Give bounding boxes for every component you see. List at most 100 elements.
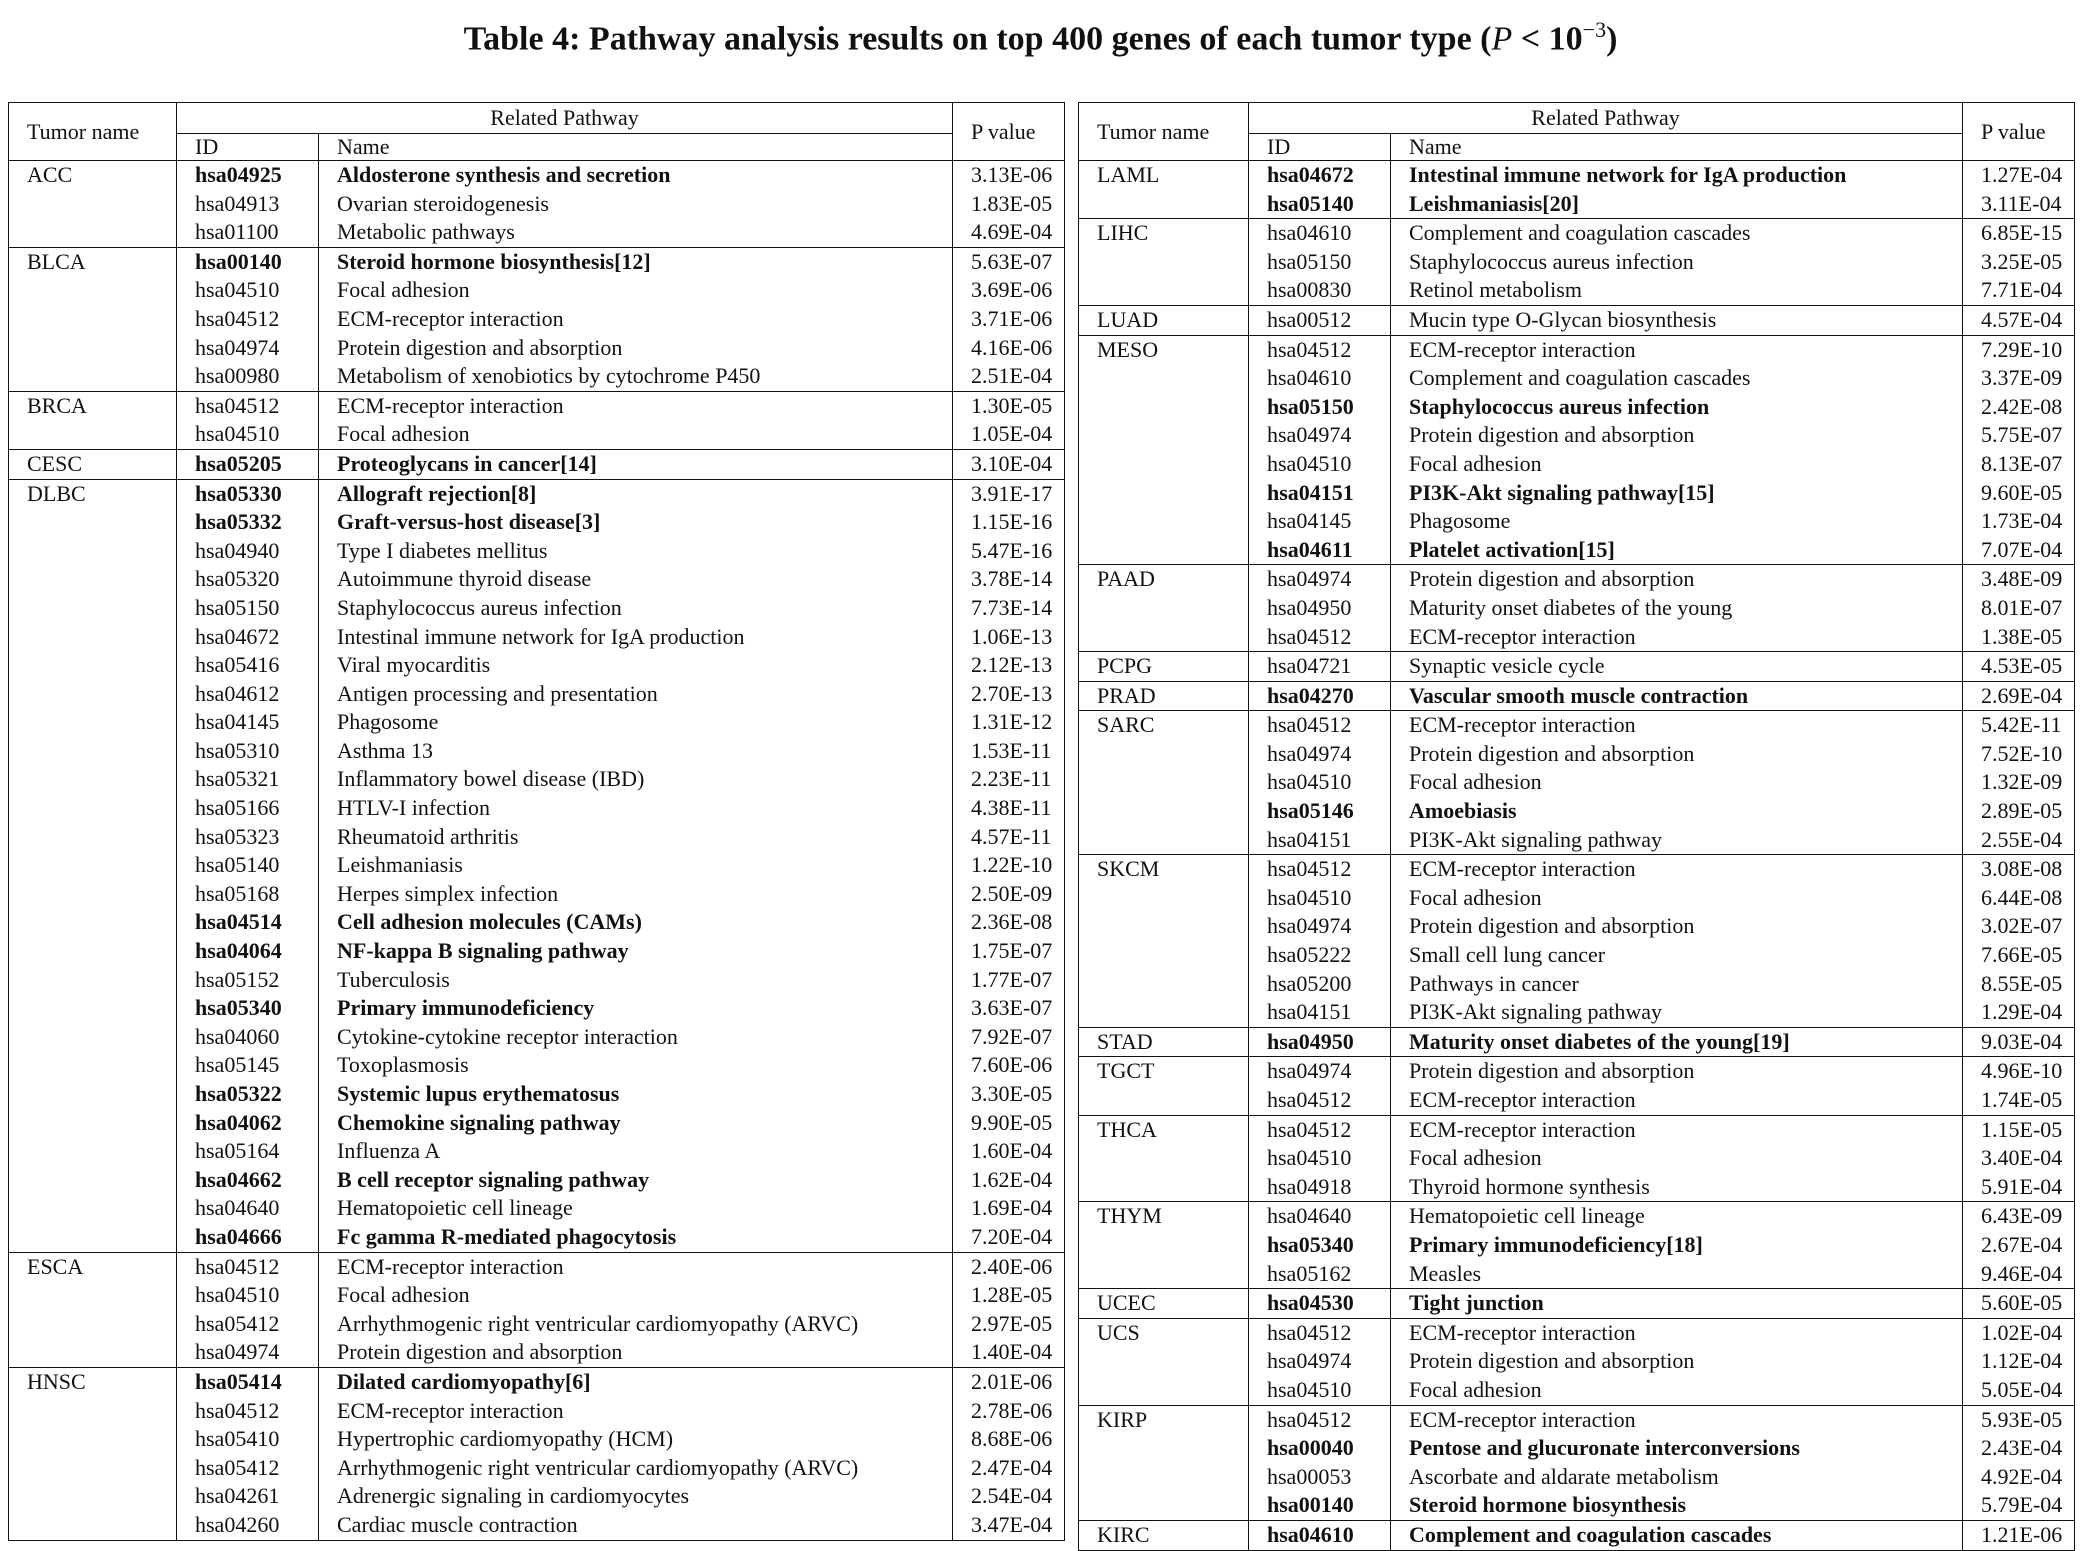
p-value-cell: 1.02E-04	[1962, 1317, 2075, 1348]
pathway-id-cell: hsa04672	[176, 622, 319, 652]
table-row: UCS hsa04512 ECM-receptor interaction 1.02E…	[1078, 1317, 2075, 1348]
table-row: hsa04611 Platelet activation[15] 7.07E-04	[1078, 535, 2075, 565]
table-row: hsa04060 Cytokine-cytokine receptor inter…	[8, 1022, 1065, 1052]
pathway-id-cell: hsa05150	[1248, 247, 1391, 277]
tumor-name-cell	[8, 362, 177, 392]
pathway-id-cell: hsa05205	[176, 448, 319, 480]
table-row: hsa05322 Systemic lupus erythematosus 3.30…	[8, 1080, 1065, 1109]
table-row: hsa04950 Maturity onset diabetes of the y…	[1078, 593, 2075, 623]
p-value-cell: 4.53E-05	[1962, 651, 2075, 682]
tumor-name-cell: UCS	[1078, 1317, 1249, 1348]
p-value-cell: 2.42E-08	[1962, 392, 2075, 422]
pathway-name-cell: Adrenergic signaling in cardiomyocytes	[337, 1483, 690, 1509]
table-row: hsa05168 Herpes simplex infection 2.50E-09	[8, 879, 1065, 909]
pathway-name-cell: Measles	[1409, 1260, 1482, 1286]
table-row: TGCT hsa04974 Protein digestion and absorp…	[1078, 1056, 2075, 1086]
table-row: hsa04151 PI3K-Akt signaling pathway 2.55E-…	[1078, 825, 2075, 855]
header-name: Name	[318, 133, 953, 161]
pathway-name-cell: Cell adhesion molecules (CAMs)	[337, 909, 642, 935]
pathway-name-cell: Inflammatory bowel disease (IBD)	[337, 766, 645, 792]
table-row: hsa04151 PI3K-Akt signaling pathway[15] 9.…	[1078, 478, 2075, 508]
pathway-name-cell: ECM-receptor interaction	[337, 305, 564, 331]
pathway-id-cell: hsa04940	[176, 536, 319, 566]
tumor-name-cell	[1078, 247, 1249, 277]
pathway-name-cell: Staphylococcus aureus infection	[1409, 393, 1710, 419]
table-row: hsa04510 Focal adhesion 3.40E-04	[1078, 1144, 2075, 1173]
tumor-name-cell: TGCT	[1078, 1056, 1249, 1086]
pathway-id-cell: hsa04640	[1248, 1201, 1391, 1231]
tumor-name-cell	[8, 304, 177, 334]
pathway-name-cell: Antigen processing and presentation	[337, 680, 658, 706]
p-value-cell: 2.78E-06	[952, 1396, 1065, 1426]
p-value-cell: 7.52E-10	[1962, 739, 2075, 769]
table-row: hsa00053 Ascorbate and aldarate metabolis…	[1078, 1462, 2075, 1492]
table-row: hsa04514 Cell adhesion molecules (CAMs) 2.…	[8, 908, 1065, 938]
tumor-name-cell	[1078, 1491, 1249, 1521]
p-value-cell: 2.43E-04	[1962, 1434, 2075, 1463]
pathway-id-cell: hsa04918	[1248, 1172, 1391, 1202]
tumor-name-cell	[1078, 797, 1249, 826]
table-row: HNSC hsa05414 Dilated cardiomyopathy[6] 2.0…	[8, 1366, 1065, 1397]
pathway-id-cell: hsa00040	[1248, 1434, 1391, 1463]
p-value-cell: 7.66E-05	[1962, 941, 2075, 970]
header-tumor-name: Tumor name	[8, 102, 177, 161]
table-row: hsa05146 Amoebiasis 2.89E-05	[1078, 797, 2075, 826]
tumor-name-cell: THCA	[1078, 1114, 1249, 1145]
table-row: THYM hsa04640 Hematopoietic cell lineage 6.…	[1078, 1201, 2075, 1231]
tumor-name-cell: PAAD	[1078, 564, 1249, 594]
tumor-name-cell	[1078, 768, 1249, 798]
table-row: PAAD hsa04974 Protein digestion and absorp…	[1078, 564, 2075, 594]
table-row: hsa01100 Metabolic pathways 4.69E-04	[8, 218, 1065, 248]
pathway-id-cell: hsa04512	[1248, 854, 1391, 884]
pathway-name-cell: ECM-receptor interaction	[1390, 710, 1963, 740]
p-value-cell: 1.22E-10	[952, 851, 1065, 880]
pathway-id-cell: hsa00830	[1248, 276, 1391, 306]
pathway-name-cell: Staphylococcus aureus infection	[337, 594, 622, 620]
table-row: hsa04672 Intestinal immune network for Ig…	[8, 622, 1065, 652]
pathway-name-cell: Primary immunodeficiency	[337, 995, 595, 1021]
p-value-cell: 1.69E-04	[952, 1194, 1065, 1223]
p-value-cell: 3.30E-05	[952, 1080, 1065, 1109]
p-value-cell: 3.69E-06	[952, 276, 1065, 305]
tumor-name-cell	[8, 1080, 177, 1109]
pathway-name-cell: Hematopoietic cell lineage	[337, 1195, 573, 1221]
pathway-id-cell: hsa04666	[176, 1222, 319, 1253]
p-value-cell: 2.36E-08	[952, 908, 1065, 938]
p-value-cell: 1.12E-04	[1962, 1347, 2075, 1376]
pathway-name-cell: Cardiac muscle contraction	[337, 1511, 578, 1537]
pathway-id-cell: hsa04510	[176, 276, 319, 305]
pathway-id-cell: hsa05140	[176, 851, 319, 880]
tumor-name-cell	[8, 1338, 177, 1368]
p-value-cell: 5.91E-04	[1962, 1172, 2075, 1202]
table-row: hsa04512 ECM-receptor interaction 3.71E-06	[8, 304, 1065, 334]
p-value-cell: 1.28E-05	[952, 1281, 1065, 1310]
table-row: hsa00830 Retinol metabolism 7.71E-04	[1078, 276, 2075, 306]
header-related-pathway: Related Pathway	[1248, 102, 1963, 134]
p-value-cell: 1.15E-05	[1962, 1114, 2075, 1145]
tumor-name-cell	[8, 908, 177, 938]
pathway-id-cell: hsa04151	[1248, 825, 1391, 855]
tumor-name-cell	[1078, 739, 1249, 769]
pathway-id-cell: hsa05332	[176, 508, 319, 537]
p-value-cell: 4.38E-11	[952, 794, 1065, 823]
pathway-id-cell: hsa00980	[176, 362, 319, 392]
table-row: hsa04510 Focal adhesion 1.05E-04	[8, 420, 1065, 450]
table-row: THCA hsa04512 ECM-receptor interaction 1.15…	[1078, 1114, 2075, 1145]
pathway-id-cell: hsa04913	[176, 189, 319, 219]
pathway-id-cell: hsa04974	[1248, 1056, 1391, 1086]
pathway-name-cell: Fc gamma R-mediated phagocytosis	[337, 1223, 677, 1249]
p-value-cell: 9.46E-04	[1962, 1259, 2075, 1289]
pathway-name-cell: B cell receptor signaling pathway	[337, 1166, 650, 1192]
table-row: hsa04666 Fc gamma R-mediated phagocytosis…	[8, 1222, 1065, 1253]
tumor-name-cell	[1078, 883, 1249, 913]
table-row: PCPG hsa04721 Synaptic vesicle cycle 4.53E-…	[1078, 651, 2075, 682]
tumor-name-cell	[1078, 1347, 1249, 1376]
tumor-name-cell	[1078, 189, 1249, 219]
pathway-id-cell: hsa04974	[1248, 1347, 1391, 1376]
pathway-name-cell: Focal adhesion	[1409, 450, 1542, 476]
table-row: hsa05340 Primary immunodeficiency 3.63E-07	[8, 994, 1065, 1023]
pathway-id-cell: hsa00140	[176, 246, 319, 277]
tumor-name-cell	[8, 536, 177, 566]
pathway-name-cell: Toxoplasmosis	[337, 1052, 469, 1078]
p-value-cell: 8.13E-07	[1962, 449, 2075, 479]
